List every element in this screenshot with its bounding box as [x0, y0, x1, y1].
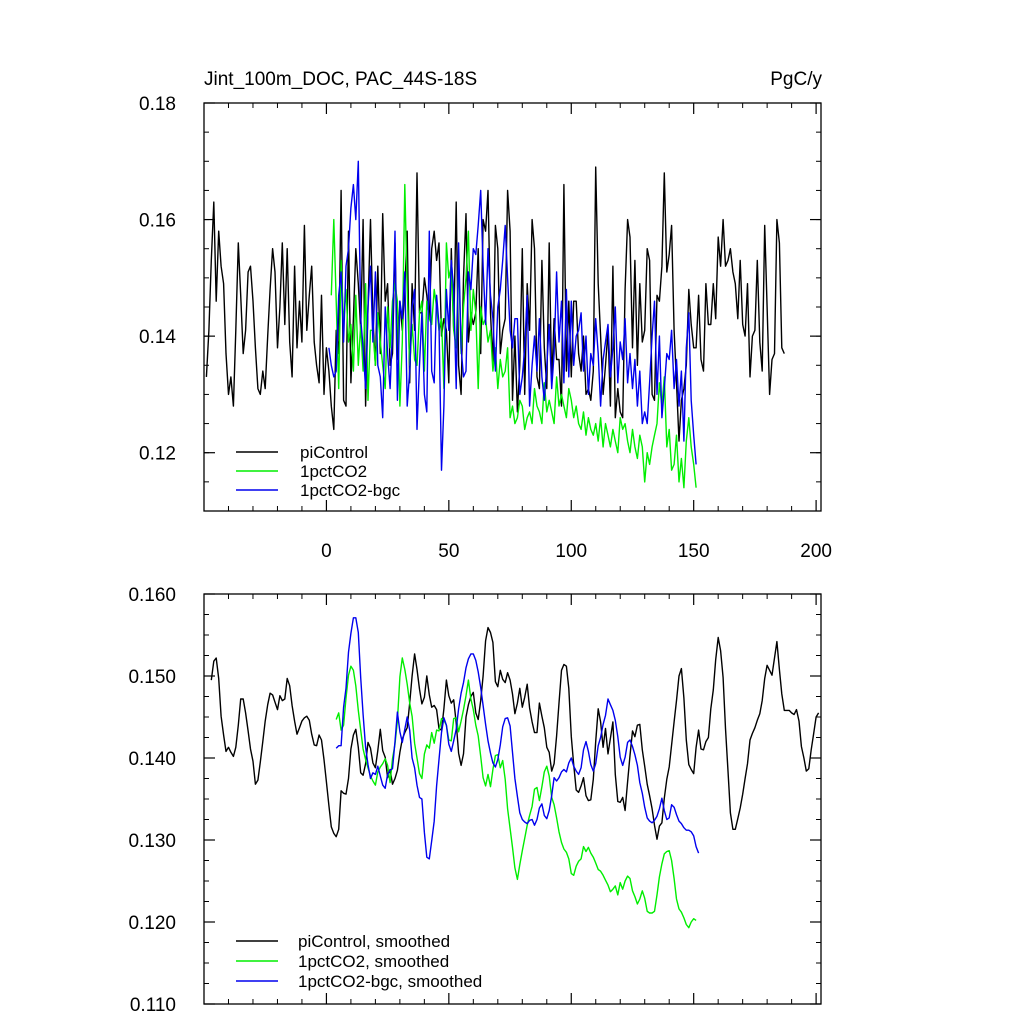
legend-label-picontrol: piControl — [300, 443, 368, 462]
top-xtick-label: 100 — [555, 541, 587, 562]
bottom-ytick-label: 0.130 — [128, 831, 176, 852]
top-series-line-1pctco2-bgc — [328, 160, 697, 471]
top-ytick-label: 0.16 — [139, 211, 176, 232]
top-series-line-picontrol — [205, 166, 785, 442]
legend-label-picontrol-smoothed: piControl, smoothed — [298, 932, 450, 951]
top-axes: 0.12 0.14 0.16 0.18 0 50 100 150 200 — [139, 94, 832, 562]
legend-label-1pctco2-bgc-smoothed: 1pctCO2-bgc, smoothed — [298, 972, 482, 991]
bottom-axes: 0.110 0.120 0.130 0.140 0.150 0.160 — [128, 585, 821, 1016]
top-ytick-label: 0.12 — [139, 444, 176, 465]
top-panel-title: Jint_100m_DOC, PAC_44S-18S — [204, 69, 477, 90]
top-series-line-1pctco2 — [330, 183, 697, 489]
top-plot-frame — [203, 102, 822, 512]
top-xtick-label: 150 — [678, 541, 710, 562]
bottom-series-group — [210, 617, 820, 929]
bottom-ytick-label: 0.110 — [130, 995, 176, 1016]
bottom-series-line-1pctco2-bgc-smoothed — [335, 617, 700, 860]
legend-label-1pctco2: 1pctCO2 — [300, 462, 367, 481]
top-series-group — [205, 160, 785, 489]
top-panel-units: PgC/y — [770, 69, 822, 90]
bottom-ytick-label: 0.150 — [128, 667, 176, 688]
bottom-plot-frame — [203, 593, 822, 1005]
bottom-ytick-label: 0.160 — [128, 585, 176, 606]
top-panel: Jint_100m_DOC, PAC_44S-18S PgC/y 0.120.1… — [139, 69, 832, 562]
bottom-ytick-label: 0.120 — [128, 913, 176, 934]
top-legend: piControl 1pctCO2 1pctCO2-bgc — [236, 443, 401, 500]
bottom-ytick-label: 0.140 — [128, 749, 176, 770]
top-ytick-label: 0.18 — [139, 94, 176, 115]
top-xtick-label: 0 — [321, 541, 332, 562]
legend-label-1pctco2-bgc: 1pctCO2-bgc — [300, 481, 401, 500]
top-ytick-label: 0.14 — [139, 327, 176, 348]
top-xtick-label: 200 — [800, 541, 832, 562]
bottom-series-line-picontrol-smoothed — [210, 626, 820, 840]
top-xtick-label: 50 — [438, 541, 459, 562]
legend-label-1pctco2-smoothed: 1pctCO2, smoothed — [298, 952, 449, 971]
bottom-legend: piControl, smoothed 1pctCO2, smoothed 1p… — [236, 932, 482, 991]
bottom-panel: 0.110 0.120 0.130 0.140 0.150 0.160 piControl… — [128, 585, 822, 1016]
